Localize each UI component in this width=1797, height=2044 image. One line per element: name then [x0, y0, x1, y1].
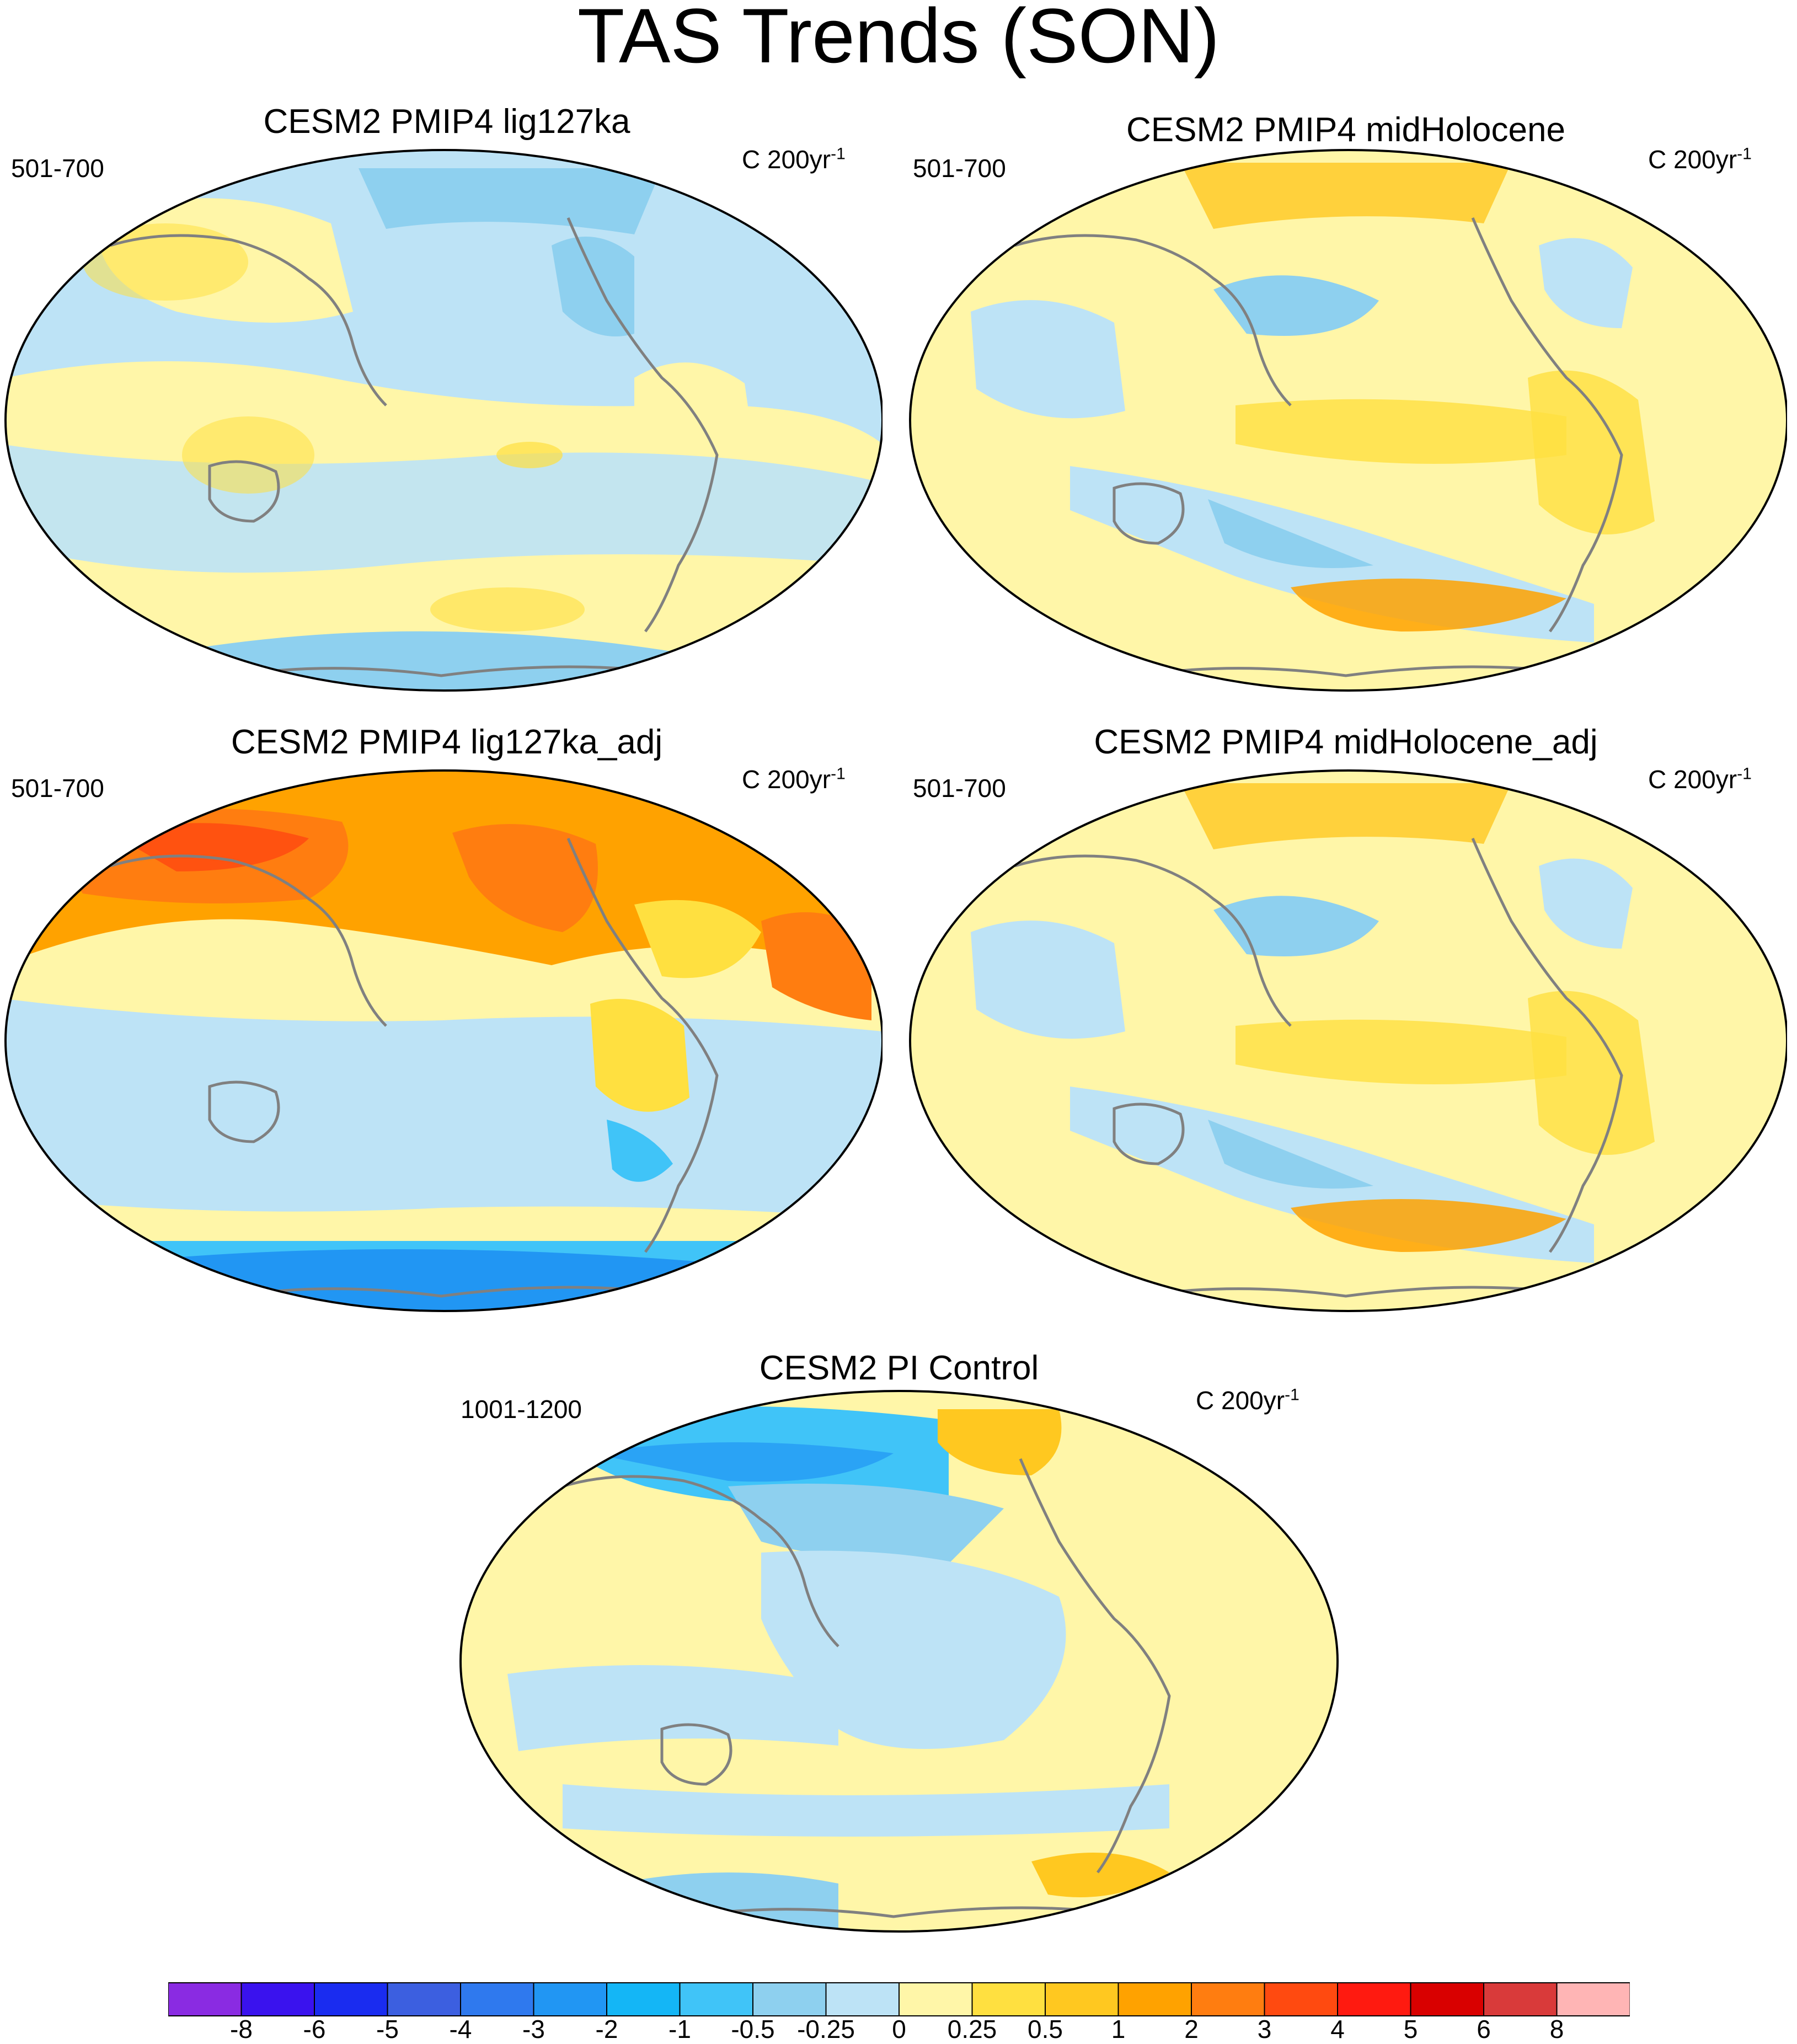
colorbar-swatch [460, 1982, 534, 2016]
colorbar-tick-label: 4 [1330, 2015, 1345, 2043]
colorbar [168, 1982, 1630, 2016]
colorbar-tick-label: 5 [1403, 2015, 1418, 2043]
units-label-pi-control: C 200yr-1 [1196, 1385, 1299, 1415]
colorbar-swatch [1191, 1982, 1265, 2016]
colorbar-tick-label: 8 [1549, 2015, 1564, 2043]
colorbar-swatch [825, 1982, 900, 2016]
colorbar-tick-label: -4 [449, 2015, 472, 2043]
period-label-lig127ka-adj: 501-700 [11, 774, 104, 802]
colorbar-swatch [314, 1982, 388, 2016]
colorbar-tick-label: -2 [595, 2015, 618, 2043]
colorbar-swatch [1117, 1982, 1192, 2016]
colorbar-swatch [1556, 1982, 1630, 2016]
colorbar-swatch [1264, 1982, 1339, 2016]
units-label-midholocene: C 200yr-1 [1648, 145, 1752, 174]
colorbar-swatch [387, 1982, 462, 2016]
colorbar-tick-label: -3 [522, 2015, 545, 2043]
panel-title-lig127ka-adj: CESM2 PMIP4 lig127ka_adj [231, 723, 663, 761]
panel-title-lig127ka: CESM2 PMIP4 lig127ka [263, 103, 630, 141]
colorbar-tick-label: -0.25 [797, 2015, 855, 2043]
figure-title: TAS Trends (SON) [577, 0, 1220, 79]
colorbar-swatch [1410, 1982, 1485, 2016]
map-midholocene [909, 149, 1787, 692]
colorbar-swatch [606, 1982, 681, 2016]
period-label-midholocene: 501-700 [913, 154, 1006, 183]
colorbar-swatch [898, 1982, 973, 2016]
colorbar-tick-label: -8 [230, 2015, 253, 2043]
colorbar-tick-label: -0.5 [731, 2015, 775, 2043]
colorbar-tick-label: -1 [668, 2015, 691, 2043]
map-lig127ka [4, 149, 883, 692]
panel-title-midholocene-adj: CESM2 PMIP4 midHolocene_adj [1094, 723, 1598, 761]
colorbar-swatch [1483, 1982, 1558, 2016]
colorbar-swatch [971, 1982, 1046, 2016]
map-pi-control [459, 1390, 1339, 1933]
units-label-lig127ka-adj: C 200yr-1 [742, 764, 846, 794]
panel-title-midholocene: CESM2 PMIP4 midHolocene [1126, 111, 1565, 149]
colorbar-tick-label: 6 [1477, 2015, 1491, 2043]
period-label-pi-control: 1001-1200 [461, 1395, 582, 1424]
colorbar-swatch [168, 1982, 242, 2016]
colorbar-tick-label: -6 [303, 2015, 326, 2043]
colorbar-swatch [533, 1982, 608, 2016]
colorbar-tick-label: 0.25 [947, 2015, 997, 2043]
colorbar-tick-label: -5 [376, 2015, 399, 2043]
units-label-lig127ka: C 200yr-1 [742, 145, 846, 174]
colorbar-swatch [240, 1982, 315, 2016]
colorbar-tick-label: 0 [892, 2015, 906, 2043]
colorbar-swatch [679, 1982, 754, 2016]
period-label-midholocene-adj: 501-700 [913, 774, 1006, 802]
period-label-lig127ka: 501-700 [11, 154, 104, 183]
colorbar-tick-label: 2 [1184, 2015, 1199, 2043]
colorbar-swatch [1045, 1982, 1119, 2016]
colorbar-swatch [1337, 1982, 1411, 2016]
colorbar-tick-label: 0.5 [1028, 2015, 1063, 2043]
units-label-midholocene-adj: C 200yr-1 [1648, 764, 1752, 794]
colorbar-tick-label: 1 [1111, 2015, 1126, 2043]
panel-title-pi-control: CESM2 PI Control [759, 1349, 1039, 1387]
colorbar-tick-label: 3 [1257, 2015, 1272, 2043]
colorbar-swatch [752, 1982, 827, 2016]
map-lig127ka-adj [4, 769, 883, 1312]
map-midholocene-adj [909, 769, 1787, 1312]
